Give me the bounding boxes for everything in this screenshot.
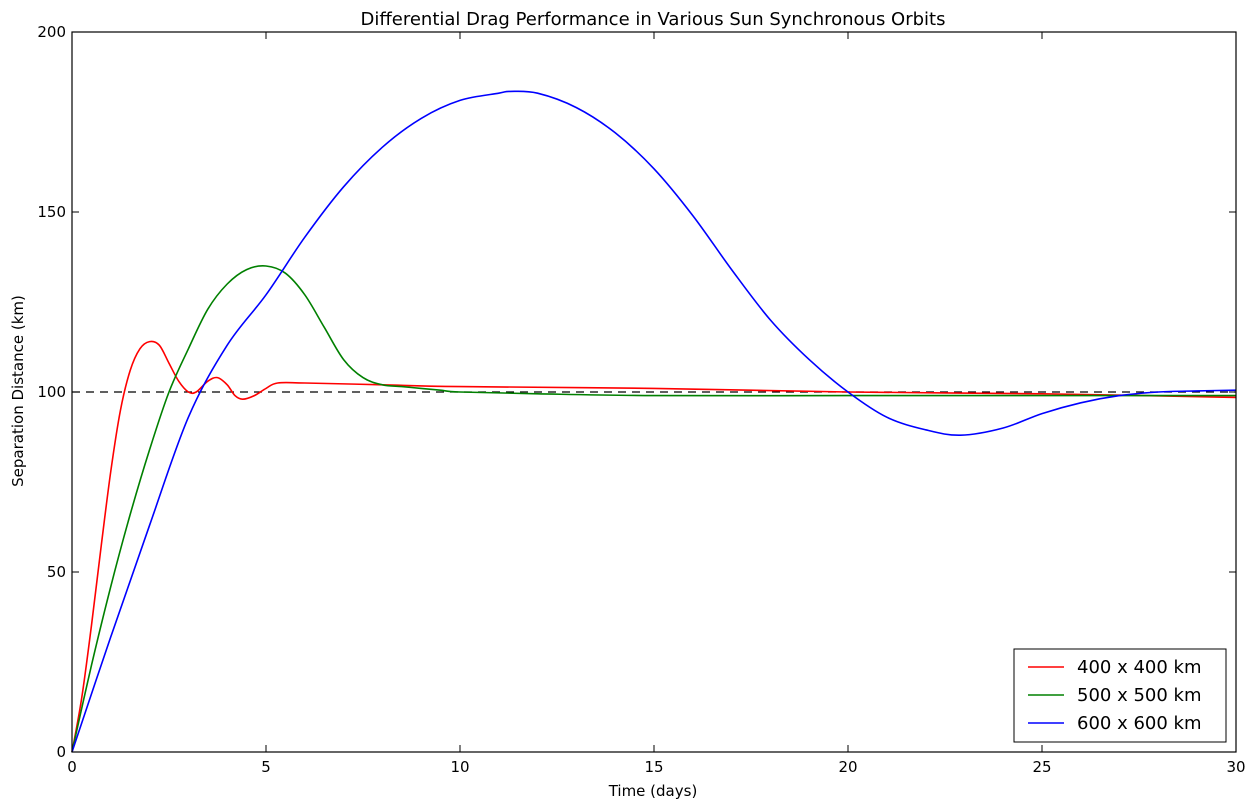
x-tick-label: 20 <box>838 758 857 776</box>
series-line-1 <box>71 340 1237 753</box>
x-tick-label: 25 <box>1032 758 1051 776</box>
chart-title: Differential Drag Performance in Various… <box>361 9 946 30</box>
x-tick-label: 0 <box>67 758 77 776</box>
legend-label-1: 400 x 400 km <box>1077 657 1202 678</box>
legend-label-3: 600 x 600 km <box>1077 713 1202 734</box>
series-line-3 <box>71 90 1237 753</box>
y-tick-label: 0 <box>56 743 66 761</box>
y-tick-label: 100 <box>37 383 66 401</box>
x-tick-label: 5 <box>261 758 271 776</box>
x-tick-label: 10 <box>450 758 469 776</box>
series-line-2 <box>71 265 1236 753</box>
y-axis-label: Separation Distance (km) <box>9 295 27 487</box>
y-tick-label: 50 <box>47 563 66 581</box>
y-tick-label: 150 <box>37 203 66 221</box>
y-tick-label: 200 <box>37 23 66 41</box>
x-tick-label: 15 <box>644 758 663 776</box>
x-axis-label: Time (days) <box>608 782 698 800</box>
legend-label-2: 500 x 500 km <box>1077 685 1202 706</box>
x-tick-label: 30 <box>1226 758 1245 776</box>
